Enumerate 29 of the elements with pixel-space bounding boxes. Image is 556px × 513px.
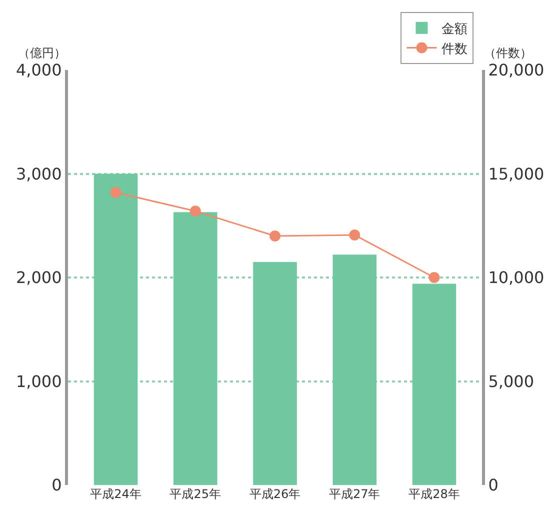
point [428, 272, 440, 283]
y2-axis-title: （件数） [484, 46, 532, 60]
point [190, 206, 201, 217]
bar [332, 254, 377, 485]
x-tick-label: 平成28年 [408, 487, 460, 501]
y2-tick-label: 0 [488, 476, 498, 495]
y2-tick-label: 5,000 [488, 372, 534, 391]
bar [94, 174, 138, 485]
y-tick-label: 0 [52, 476, 62, 495]
y-axis-title: （億円） [18, 46, 66, 60]
x-tick-label: 平成24年 [90, 487, 142, 501]
point [110, 186, 122, 198]
y2-tick-label: 10,000 [488, 268, 544, 288]
point [270, 230, 280, 242]
bar [173, 212, 218, 485]
legend-label: 件数 [442, 42, 468, 57]
y-tick-label: 1,000 [16, 372, 62, 391]
bar [412, 284, 456, 485]
y-tick-label: 2,000 [16, 268, 62, 288]
bar [253, 262, 297, 485]
legend-label: 金額 [442, 22, 468, 37]
y2-tick-label: 20,000 [488, 60, 544, 80]
y-tick-label: 4,000 [16, 60, 62, 80]
x-tick-label: 平成26年 [249, 487, 301, 501]
y2-tick-label: 15,000 [488, 164, 544, 184]
x-tick-label: 平成25年 [170, 487, 222, 501]
y-tick-label: 3,000 [16, 164, 62, 184]
point [349, 229, 360, 240]
x-tick-label: 平成27年 [328, 487, 380, 501]
